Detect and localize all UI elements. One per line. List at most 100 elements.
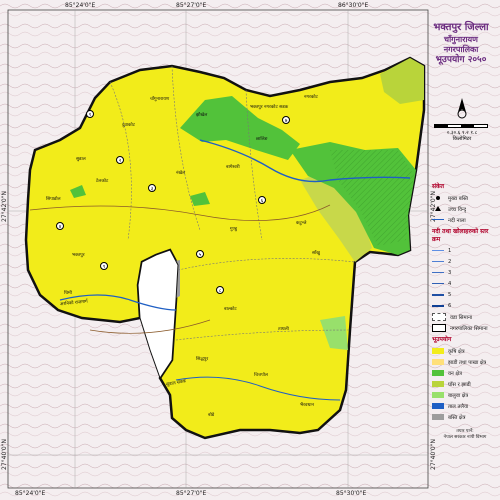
- coord-top-3: 86°30'0"E: [338, 2, 369, 9]
- place-label: ताथली: [278, 327, 289, 332]
- ward-label-2[interactable]: २: [116, 156, 124, 164]
- place-label: दुवाकोट: [122, 123, 135, 128]
- legend-label: 1: [448, 247, 452, 254]
- ward-boundary-2: [171, 65, 201, 231]
- place-label: भक्तपुर: [72, 253, 85, 258]
- map-title-block: भक्तपुर जिल्ला चाँगुनारायण नगरपालिका भूउ…: [428, 22, 494, 66]
- legend-label: 3: [448, 269, 452, 276]
- ward-label-4[interactable]: ४: [56, 222, 64, 230]
- legend-stream-3: 3: [432, 267, 498, 278]
- stream-line-icon: [432, 272, 444, 273]
- scale-label: ०.३०.६ १.२ १.८ किलोमिटर: [432, 130, 492, 142]
- place-label: सिद्धपुर: [196, 357, 209, 362]
- settlement-dot-icon: [436, 195, 440, 200]
- legend-label: 2: [448, 258, 452, 265]
- legend-label: उच्च विन्दु: [448, 206, 467, 213]
- shrub-swatch: [432, 380, 444, 387]
- legend-label: 4: [448, 280, 452, 287]
- legend-ward-boundary: वडा सिमाना: [432, 311, 498, 322]
- ward-label-9[interactable]: ९: [100, 262, 108, 270]
- place-label: सिपाडोल: [46, 197, 61, 202]
- legend-label: नगरपालिका सिमाना: [450, 325, 488, 332]
- peak-triangle-icon: [435, 206, 441, 211]
- legend-row-settlement: मुख्य बस्ति: [432, 192, 498, 203]
- ward-label-3[interactable]: ३: [148, 184, 156, 192]
- stream-line-icon: [432, 261, 444, 262]
- river-line-icon: [432, 219, 444, 220]
- legend-label: वन क्षेत्र: [448, 370, 462, 377]
- place-label: गुण्डु: [230, 227, 238, 232]
- place-label: कटुन्जे: [296, 221, 307, 226]
- place-label: छालिङ: [256, 137, 268, 142]
- coord-bottom-1: 85°24'0"E: [15, 490, 46, 497]
- coord-bottom-2: 85°27'0"E: [176, 490, 207, 497]
- place-label: नंखेल: [176, 171, 186, 176]
- place-label: थिमी: [64, 291, 72, 296]
- white-enclave: [137, 249, 179, 380]
- ward-label-6[interactable]: ६: [258, 196, 266, 204]
- legend-label: मुख्य बस्ति: [448, 195, 469, 202]
- settlement-swatch: [432, 413, 444, 420]
- legend-label: 5: [448, 291, 452, 298]
- legend-municipality-boundary: नगरपालिका सिमाना: [432, 322, 498, 333]
- legend-label: ताल तलैया: [448, 403, 469, 410]
- ward-label-8[interactable]: ८: [216, 286, 224, 294]
- legend-stream-5: 5: [432, 289, 498, 300]
- scale-numbers: ०.३०.६ १.२ १.८: [446, 130, 478, 136]
- stream-line-icon: [432, 283, 444, 284]
- legend-sub-heading: नदी तथा खोलाहरुको स्तर क्रम: [432, 228, 489, 243]
- legend-row-river: नदी नाला: [432, 214, 498, 225]
- legend-stream-1: 1: [432, 245, 498, 256]
- map-legend: संकेत मुख्य बस्ति उच्च विन्दु नदी नाला न…: [432, 180, 498, 440]
- road-network[interactable]: [29, 204, 331, 221]
- forest-patch-mid: [190, 192, 210, 206]
- water-swatch: [432, 402, 444, 409]
- ward-label-7[interactable]: ७: [282, 116, 290, 124]
- legend-landuse-agriculture: कृषि क्षेत्र: [432, 345, 498, 356]
- forest-region-central: [180, 96, 300, 160]
- legend-stream-4: 4: [432, 278, 498, 289]
- agriculture-swatch: [432, 347, 444, 354]
- coord-bottom-3: 85°30'0"E: [336, 490, 367, 497]
- road-label: भक्तपुर नगरकोट सडक: [250, 105, 289, 110]
- legend-landuse-forest: वन क्षेत्र: [432, 367, 498, 378]
- stream-line-icon: [432, 250, 444, 251]
- scale-unit: किलोमिटर: [452, 136, 472, 142]
- coord-right-2: 27°40'0"N: [430, 439, 437, 470]
- legend-stream-6: 6: [432, 300, 498, 311]
- legend-landuse-heading: भूउपयोग: [432, 336, 452, 343]
- legend-label: कृषि क्षेत्र: [448, 348, 465, 355]
- stream-line-icon: [432, 304, 444, 307]
- coord-top-2: 85°27'0"E: [176, 2, 207, 9]
- place-label: बाल्कोट: [224, 307, 237, 312]
- ward-label-5[interactable]: ५: [196, 250, 204, 258]
- ward-label-1[interactable]: १: [86, 110, 94, 118]
- place-label: बागेश्वरी: [226, 165, 240, 170]
- ward-boundary-5: [175, 329, 351, 341]
- legend-label: वडा सिमाना: [450, 314, 473, 321]
- place-label: टेलकोट: [96, 179, 109, 184]
- coord-left-1: 27°42'0"N: [1, 191, 8, 222]
- place-label: चित्तपोल: [254, 373, 268, 378]
- river-secondary[interactable]: [59, 294, 177, 311]
- stream-line-icon: [432, 293, 444, 296]
- place-label: बोडे: [208, 413, 215, 418]
- scale-bar: [434, 124, 488, 128]
- ward-boundary-swatch: [432, 312, 446, 321]
- legend-label: झाडी तथा पाखा क्षेत्र: [448, 359, 487, 366]
- place-label: चाँगुनारायण: [150, 97, 170, 102]
- place-label: भैरवथान: [300, 403, 315, 408]
- river-main[interactable]: [199, 139, 411, 183]
- shrub-region-north: [380, 58, 424, 104]
- river-south[interactable]: [175, 376, 341, 401]
- legend-label: नदी नाला: [448, 217, 466, 224]
- place-label: नगरकोट: [304, 95, 318, 100]
- north-arrow-icon: [457, 98, 467, 119]
- legend-label: 6: [448, 302, 452, 309]
- legend-label: घाँस र झाडी: [448, 381, 471, 388]
- road-network-2[interactable]: [89, 319, 211, 334]
- barren-swatch: [432, 358, 444, 365]
- district-title: भक्तपुर जिल्ला: [433, 22, 489, 33]
